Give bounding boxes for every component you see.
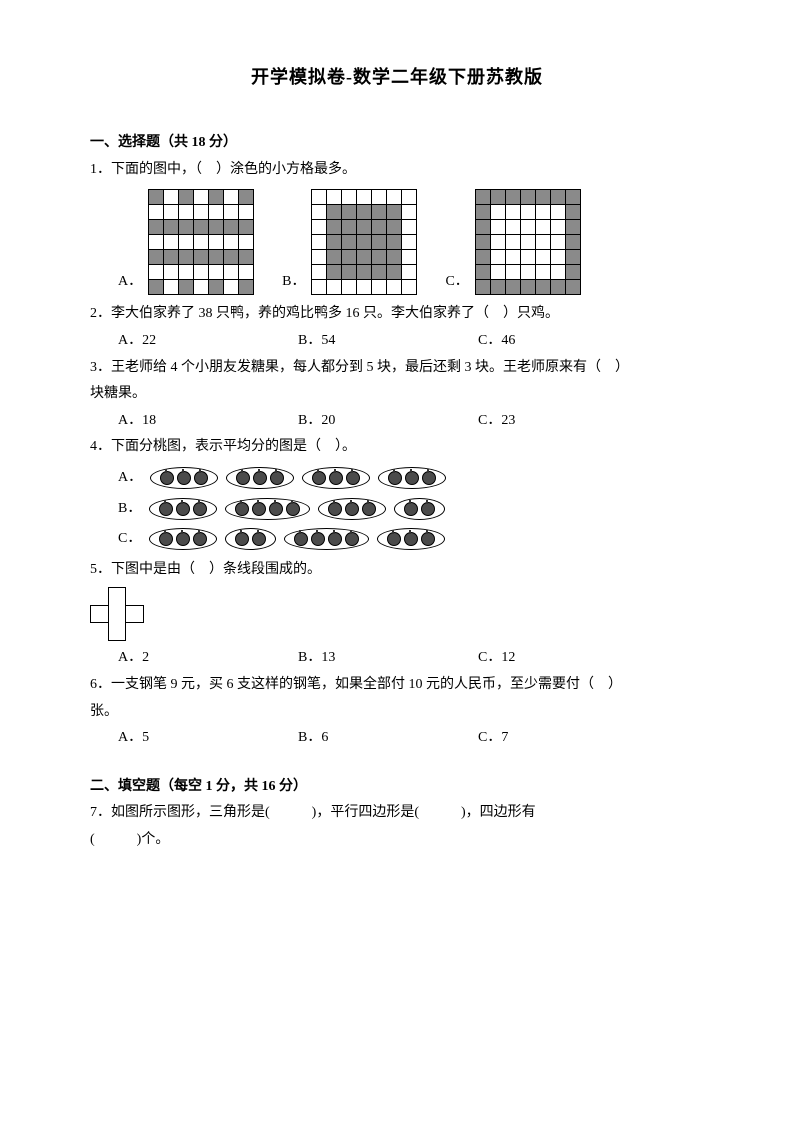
peach-group-icon bbox=[318, 498, 386, 520]
q7-text-a: 7．如图所示图形，三角形是( )，平行四边形是( )，四边形有 bbox=[90, 800, 704, 827]
q5-opt-a: A．2 bbox=[118, 645, 298, 672]
q1-grid-a bbox=[148, 189, 254, 295]
q1-opt-b: B． bbox=[282, 189, 417, 295]
q1-grid-c bbox=[475, 189, 581, 295]
q3-opt-a: A．18 bbox=[118, 408, 298, 435]
q2-opt-c: C．46 bbox=[478, 328, 658, 355]
q3-opt-c: C．23 bbox=[478, 408, 658, 435]
q5-options: A．2 B．13 C．12 bbox=[118, 645, 704, 672]
q6-opt-b: B．6 bbox=[298, 725, 478, 752]
q1-opt-a-label: A． bbox=[118, 269, 142, 296]
q3-opt-b: B．20 bbox=[298, 408, 478, 435]
q1-options: A． B． C． bbox=[118, 189, 704, 295]
option-label: C． bbox=[118, 526, 141, 553]
q6-options: A．5 B．6 C．7 bbox=[118, 725, 704, 752]
q5-opt-c: C．12 bbox=[478, 645, 658, 672]
option-label: A． bbox=[118, 465, 142, 492]
q6-opt-c: C．7 bbox=[478, 725, 658, 752]
q2-opt-a: A．22 bbox=[118, 328, 298, 355]
section1-header: 一、选择题（共 18 分） bbox=[90, 130, 704, 157]
q1-text: 1．下面的图中，（ ）涂色的小方格最多。 bbox=[90, 157, 704, 184]
peach-group-icon bbox=[284, 528, 369, 550]
q5-figure bbox=[90, 587, 704, 641]
peach-group-icon bbox=[394, 498, 445, 520]
peach-group-icon bbox=[378, 467, 446, 489]
q4-text: 4．下面分桃图，表示平均分的图是（ ）。 bbox=[90, 434, 704, 461]
q5-text: 5．下图中是由（ ）条线段围成的。 bbox=[90, 557, 704, 584]
q5-opt-b: B．13 bbox=[298, 645, 478, 672]
q2-options: A．22 B．54 C．46 bbox=[118, 328, 704, 355]
q4-row-a: A． bbox=[118, 465, 704, 492]
q4-row-c: C． bbox=[118, 526, 704, 553]
option-label: B． bbox=[118, 496, 141, 523]
q6-text-b: 张。 bbox=[90, 699, 704, 726]
section2-header: 二、填空题（每空 1 分，共 16 分） bbox=[90, 774, 704, 801]
page-title: 开学模拟卷-数学二年级下册苏教版 bbox=[90, 60, 704, 94]
peach-group-icon bbox=[225, 528, 276, 550]
peach-group-icon bbox=[377, 528, 445, 550]
peach-group-icon bbox=[149, 498, 217, 520]
q7-text-b: ( )个。 bbox=[90, 827, 704, 854]
q1-opt-c-label: C． bbox=[445, 269, 468, 296]
peach-group-icon bbox=[225, 498, 310, 520]
peach-group-icon bbox=[302, 467, 370, 489]
q6-text-a: 6．一支钢笔 9 元，买 6 支这样的钢笔，如果全部付 10 元的人民币，至少需… bbox=[90, 672, 704, 699]
q2-text: 2．李大伯家养了 38 只鸭，养的鸡比鸭多 16 只。李大伯家养了（ ）只鸡。 bbox=[90, 301, 704, 328]
peach-group-icon bbox=[149, 528, 217, 550]
q1-opt-b-label: B． bbox=[282, 269, 305, 296]
q1-opt-a: A． bbox=[118, 189, 254, 295]
peach-group-icon bbox=[226, 467, 294, 489]
q1-opt-c: C． bbox=[445, 189, 580, 295]
q3-options: A．18 B．20 C．23 bbox=[118, 408, 704, 435]
q2-opt-b: B．54 bbox=[298, 328, 478, 355]
plus-shape-icon bbox=[90, 587, 144, 641]
q3-text-a: 3．王老师给 4 个小朋友发糖果，每人都分到 5 块，最后还剩 3 块。王老师原… bbox=[90, 355, 704, 382]
peach-group-icon bbox=[150, 467, 218, 489]
q4-row-b: B． bbox=[118, 496, 704, 523]
q3-text-b: 块糖果。 bbox=[90, 381, 704, 408]
q6-opt-a: A．5 bbox=[118, 725, 298, 752]
q1-grid-b bbox=[311, 189, 417, 295]
